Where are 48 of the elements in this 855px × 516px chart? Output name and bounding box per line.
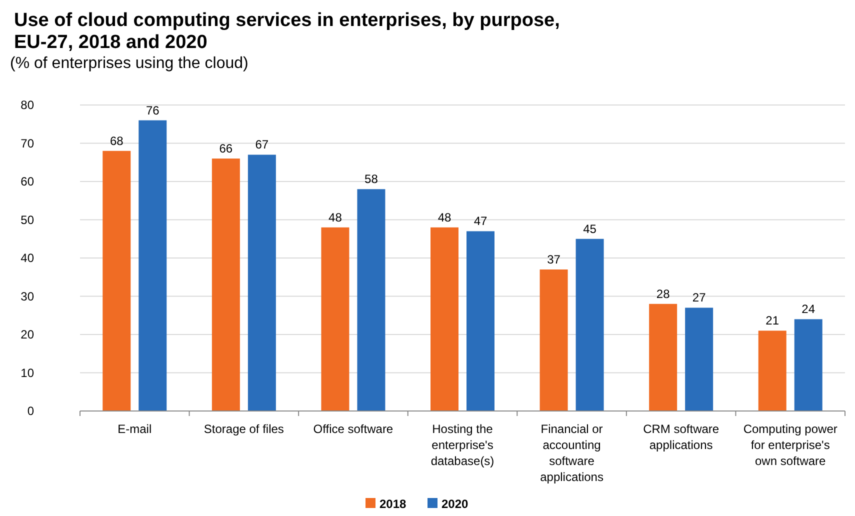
- data-label: 67: [255, 138, 269, 152]
- data-label: 48: [328, 210, 342, 224]
- x-tick-label: Office software: [313, 422, 394, 436]
- data-label: 27: [692, 290, 706, 305]
- data-label: 68: [110, 134, 124, 148]
- x-tick-label: Hosting the enterprise's database(s): [430, 422, 494, 468]
- bar: [758, 330, 786, 411]
- x-tick-label: Computing power for enterprise's own software: [743, 422, 838, 468]
- y-tick-label: 0: [27, 404, 34, 418]
- y-tick-label: 10: [20, 366, 34, 380]
- data-label: 76: [146, 103, 160, 118]
- y-tick-label: 40: [20, 251, 34, 265]
- bar: [102, 150, 131, 411]
- bar: [212, 158, 240, 411]
- bar: [321, 227, 350, 411]
- data-label: 47: [474, 214, 488, 228]
- chart-title: Use of cloud computing services in enterprises, by purpose, EU-27, 2018 and 2020: [14, 10, 560, 53]
- data-label: 58: [364, 172, 378, 186]
- bar: [540, 269, 568, 411]
- data-label: 66: [219, 142, 233, 156]
- bar: [430, 227, 458, 411]
- y-tick-label: 50: [20, 212, 34, 227]
- y-tick-label: 60: [20, 174, 34, 188]
- legend-label: 2020: [442, 497, 469, 511]
- bar: [794, 319, 822, 411]
- bar: [357, 189, 386, 411]
- y-tick-label: 80: [20, 98, 34, 112]
- data-label: 28: [656, 286, 670, 301]
- bar: [138, 120, 167, 411]
- bar: [649, 304, 678, 411]
- bar: [685, 308, 714, 411]
- x-tick-label: CRM software applications: [643, 422, 720, 452]
- x-tick-label: E-mail: [118, 422, 152, 436]
- bar: [248, 154, 276, 411]
- bar: [466, 231, 494, 411]
- data-label: 24: [802, 302, 816, 316]
- chart-subtitle: (% of enterprises using the cloud): [10, 55, 248, 72]
- data-label: 37: [547, 252, 561, 266]
- legend-label: 2018: [380, 497, 407, 511]
- y-tick-label: 70: [20, 136, 34, 150]
- data-label: 45: [583, 222, 597, 236]
- x-tick-label: Storage of files: [204, 422, 284, 436]
- data-label: 21: [766, 314, 780, 328]
- bar: [576, 238, 604, 411]
- y-tick-label: 30: [20, 289, 34, 304]
- data-label: 48: [438, 210, 452, 224]
- y-tick-label: 20: [20, 328, 34, 342]
- x-tick-label: Financial or accounting software applications: [540, 422, 604, 484]
